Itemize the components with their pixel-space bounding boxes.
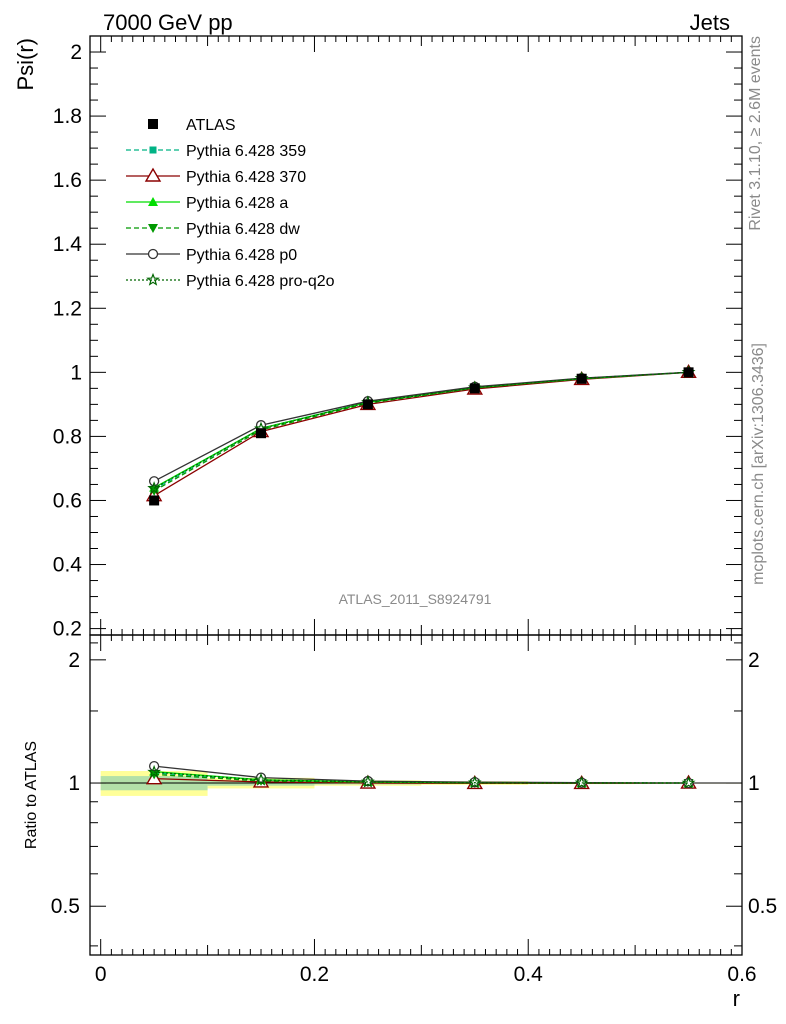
x-tick-label: 0.2 [300, 963, 329, 986]
data-point [576, 373, 587, 384]
series-line-main [153, 371, 689, 492]
x-axis-label: r [733, 986, 740, 1011]
y-axis-label-main: Psi(r) [13, 38, 38, 91]
series-point-ratio [574, 775, 589, 789]
y-tick-label-main: 1.8 [53, 105, 82, 128]
series-line-main [153, 371, 689, 497]
data-point [683, 367, 694, 378]
y-tick-label-ratio: 0.5 [51, 895, 80, 918]
y-tick-label-ratio-right: 0.5 [748, 895, 777, 918]
y-tick-label-main: 1 [70, 361, 82, 384]
header-right: Jets [690, 10, 730, 35]
series-point-ratio [467, 775, 482, 789]
series-point-ratio [361, 774, 375, 788]
y-tick-label-ratio: 1 [68, 772, 80, 795]
header-left: 7000 GeV pp [103, 10, 233, 35]
series-line-ratio [154, 771, 689, 784]
mcplots-text: mcplots.cern.ch [arXiv:1306.3436] [750, 343, 767, 585]
rivet-version-text: Rivet 3.1.10, ≥ 2.6M events [747, 36, 764, 231]
y-tick-label-main: 0.4 [53, 554, 83, 577]
y-tick-label-main: 0.2 [53, 618, 82, 641]
y-tick-label-main: 1.4 [53, 233, 83, 256]
y-tick-label-main: 1.6 [53, 169, 82, 192]
x-tick-label: 0.6 [727, 963, 756, 986]
y-tick-label-main: 1.2 [53, 297, 82, 320]
ratio-panel-frame [89, 634, 743, 956]
y-tick-label-main: 2 [70, 41, 82, 64]
legend-marker [148, 224, 158, 233]
legend-marker [148, 197, 158, 206]
y-tick-label-main: 0.6 [53, 489, 82, 512]
data-point [362, 399, 373, 410]
legend-label-atlas: ATLAS [186, 117, 236, 134]
legend-marker [147, 248, 159, 260]
series-point-ratio [681, 775, 696, 789]
legend-label: Pythia 6.428 359 [186, 143, 306, 160]
legend-label: Pythia 6.428 p0 [186, 247, 297, 264]
data-point [149, 495, 160, 506]
data-point [469, 383, 480, 394]
plot-layer: 0 0.2 0.4 0.6 0.2 0.4 0.6 0.8 1 1.2 1.4 1.6 1.8 2 0.5 0… [51, 35, 777, 986]
data-point [256, 428, 267, 439]
y-tick-label-main: 0.8 [53, 425, 82, 448]
legend-label: Pythia 6.428 pro-q2o [186, 273, 335, 290]
legend-label: Pythia 6.428 a [186, 195, 288, 212]
series-point-main [147, 481, 162, 495]
y-tick-label-ratio-right: 2 [748, 649, 760, 672]
legend-label: Pythia 6.428 dw [186, 221, 300, 238]
y-tick-label-ratio: 2 [68, 649, 80, 672]
series-line-main [153, 371, 689, 489]
legend-marker [146, 272, 160, 286]
series-point-ratio [147, 764, 162, 779]
legend-label: Pythia 6.428 370 [186, 169, 306, 186]
series-point-ratio [254, 772, 268, 786]
series-line-main [153, 371, 689, 490]
series-line-ratio [154, 773, 689, 784]
y-axis-label-ratio: Ratio to ATLAS [23, 741, 40, 849]
series-line-main [153, 371, 689, 482]
analysis-watermark: ATLAS_2011_S8924791 [339, 591, 492, 607]
legend-marker [144, 167, 162, 182]
legend: ATLAS Pythia 6.428 359 Pythia 6.428 370 Pyt… [126, 117, 335, 290]
legend-marker [149, 146, 157, 154]
legend-marker-atlas [148, 119, 158, 129]
series-line-main [153, 371, 689, 489]
y-tick-label-ratio-right: 1 [748, 772, 760, 795]
x-tick-label: 0 [95, 963, 107, 986]
x-tick-label: 0.4 [514, 963, 544, 986]
